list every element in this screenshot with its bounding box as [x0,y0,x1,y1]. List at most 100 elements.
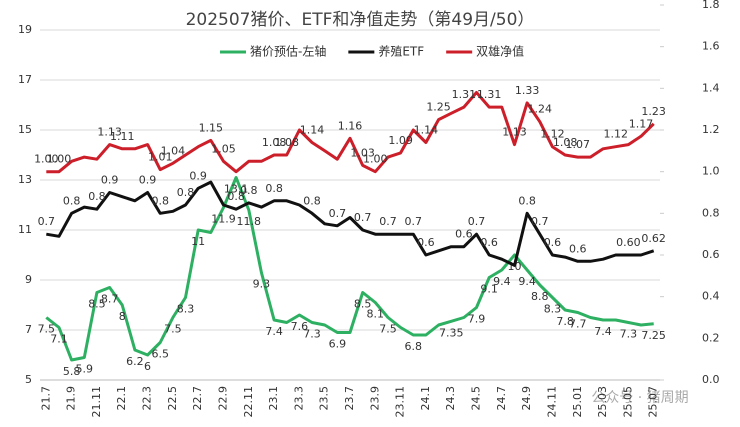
data-label: 1.12 [540,128,565,141]
data-label: 7.5 [164,323,182,336]
data-label: 1.08 [553,136,578,149]
data-label: 1.25 [426,101,451,114]
x-tick-label: 24.3 [444,386,457,411]
data-label: 0.7 [379,215,397,228]
y-tick-label: 7 [25,323,32,336]
data-label: 1.03 [350,146,375,159]
data-label: 11.8 [237,215,262,228]
data-label: 7.25 [641,329,666,342]
data-label: 7.8 [556,315,574,328]
y-tick-label: 11 [18,223,32,236]
data-label: 9.4 [518,275,536,288]
data-label: 1.07 [566,138,591,151]
data-label: 1.00 [363,153,388,166]
legend-label: 猪价预估-左轴 [250,44,326,59]
data-label: 1.01 [148,151,173,164]
data-label: 5.9 [76,363,94,376]
data-label: 1.05 [211,142,236,155]
y-tick-label: 19 [18,23,32,36]
data-label: 0.8 [177,186,195,199]
x-tick-label: 24.1 [419,386,432,411]
x-tick-label: 21.9 [65,386,78,411]
data-label: 7.4 [265,325,283,338]
x-tick-label: 23.7 [343,386,356,411]
data-label: 9.4 [493,275,511,288]
data-label: 7.5 [379,323,397,336]
data-label: 6.8 [405,340,423,353]
y2-tick-label: 1.2 [702,123,720,136]
data-label: 1.12 [603,128,628,141]
series-line [45,176,654,362]
chart-title: 202507猪价、ETF和净值走势（第49月/50） [186,10,535,30]
data-label: 1.33 [515,84,540,97]
y2-tick-label: 0.4 [702,290,720,303]
data-label: 0.6 [417,236,435,249]
x-tick-label: 22.7 [191,386,204,411]
data-label: 1.11 [110,130,135,143]
y2-tick-label: 1.6 [702,40,720,53]
x-tick-label: 25.01 [571,386,584,418]
data-label: 8.3 [544,303,562,316]
data-label: 7.3 [303,328,321,341]
data-label: 6 [144,360,151,373]
data-label: 1.15 [199,121,224,134]
data-label: 8.3 [177,303,195,316]
data-label: 6.5 [151,348,169,361]
data-label: 8.5 [88,298,106,311]
x-tick-label: 23.11 [394,386,407,418]
y-tick-label: 17 [18,73,32,86]
data-label: 0.8 [518,194,536,207]
series-line [46,91,655,174]
data-label: 9.3 [253,278,271,291]
data-label: 0.6 [544,236,562,249]
data-label: 0.7 [468,215,486,228]
x-tick-label: 22.11 [242,386,255,418]
y-tick-label: 5 [25,373,32,386]
x-tick-label: 23.5 [318,386,331,411]
data-label: 1.31 [452,88,477,101]
data-label: 1.13 [97,126,122,139]
x-tick-label: 25.05 [621,386,634,418]
data-label: 0.6 [480,236,498,249]
y2-tick-label: 0.8 [702,206,720,219]
data-label: 0.62 [641,232,666,245]
data-label: 0.8 [88,190,106,203]
data-label: 0.6 [455,228,473,241]
data-label: 7.7 [569,318,587,331]
data-label: 7.35 [439,326,464,339]
data-label: 0.8 [227,190,245,203]
data-label: 1.16 [338,119,363,132]
data-label: 6.2 [126,355,144,368]
x-tick-label: 22.1 [115,386,128,411]
data-label: 1.08 [274,136,299,149]
data-label: 1.14 [414,124,439,137]
data-label: 8.5 [354,298,372,311]
data-label: 11.9 [211,213,236,226]
data-label: 1.17 [629,117,654,130]
legend-label: 养殖ETF [378,44,424,59]
x-tick-label: 23.9 [368,386,381,411]
data-label: 7.9 [468,313,486,326]
data-label: 0.8 [240,184,258,197]
x-tick-label: 22.3 [141,386,154,411]
data-label: 13.1 [224,183,249,196]
data-label: 1.09 [388,134,413,147]
data-label: 0.9 [189,169,207,182]
watermark: 公众号 · 猪周期 [591,390,688,406]
data-label: 7.3 [620,328,638,341]
x-tick-label: 22.5 [166,386,179,411]
data-label: 7.6 [291,320,309,333]
x-tick-label: 24.11 [545,386,558,418]
data-label: 0.8 [265,182,283,195]
y-tick-label: 9 [25,273,32,286]
y-tick-label: 15 [18,123,32,136]
x-tick-label: 24.7 [495,386,508,411]
data-label: 0.6 [569,242,587,255]
data-label: 1.04 [161,144,186,157]
data-label: 5.8 [63,365,81,378]
data-label: 7.5 [38,323,56,336]
data-label: 7.1 [50,333,68,346]
x-tick-label: 22.9 [216,386,229,411]
